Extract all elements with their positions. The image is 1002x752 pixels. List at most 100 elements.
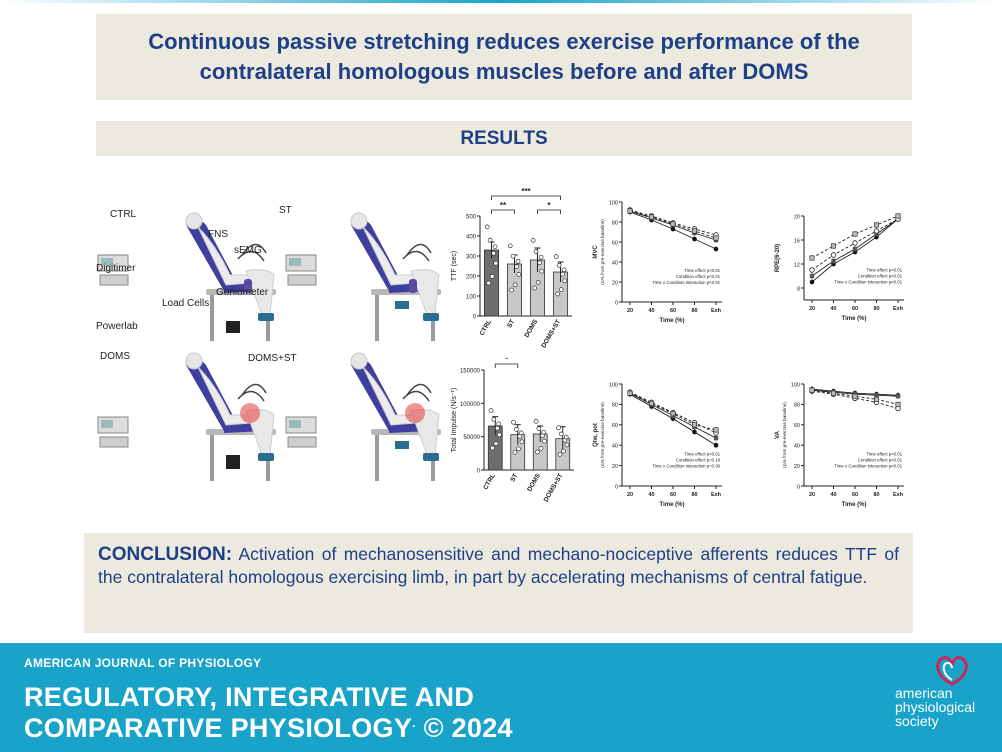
x-tick-label: 80 (691, 308, 697, 314)
label-fns: FNS (208, 229, 228, 240)
y-tick-label: 20 (612, 280, 618, 286)
significance-label: * (547, 201, 551, 210)
x-tick-label: 60 (852, 492, 858, 498)
x-tick-label: 20 (627, 492, 633, 498)
stats-annotation: Condition effect p=0.18 (676, 457, 721, 462)
x-axis-label: Time (%) (660, 502, 685, 508)
y-tick-label: 500 (466, 215, 477, 221)
data-point (670, 221, 676, 227)
stats-annotation: Condition effect p<0.01 (676, 274, 721, 279)
y-tick-label: 300 (466, 255, 477, 261)
data-point (537, 260, 542, 266)
setup-illustration: CTRL ST DOMS DOMS+ST FNS sEMG Digitimer … (96, 205, 442, 482)
top-accent-line (0, 0, 1002, 3)
x-tick-label: Exh (711, 308, 722, 314)
x-tick-label: 60 (670, 308, 676, 314)
stats-annotation: Time effect p<0.01 (685, 268, 721, 273)
society-logo-icon (936, 656, 968, 686)
x-tick-label: DOMS+ST (540, 318, 562, 349)
data-point (557, 451, 563, 457)
data-point (561, 267, 567, 273)
y-tick-label: 100 (609, 382, 618, 388)
data-point (530, 238, 536, 243)
data-point (510, 253, 516, 259)
data-point (830, 252, 837, 258)
y-tick-label: 20 (794, 464, 800, 470)
stats-annotation: Time effect p<0.01 (685, 451, 721, 456)
x-tick-label: 20 (809, 492, 815, 498)
y-axis-label: RPE(6-20) (775, 244, 781, 272)
stats-annotation: Condition effect p<0.01 (858, 273, 903, 278)
panel-doms-figure (185, 352, 277, 482)
journal-footer: AMERICAN JOURNAL OF PHYSIOLOGY REGULATOR… (0, 643, 1002, 752)
data-point (648, 400, 654, 406)
data-point (516, 272, 522, 277)
va-line-chart: 0 20 40 60 80 100 20 40 60 80 Exh Time (%) VA (Δ% fro… (775, 382, 904, 508)
data-point (713, 427, 719, 433)
data-point (511, 419, 516, 425)
data-point (518, 430, 524, 436)
ttf-bar-chart: 0 100 200 300 400 500 TTF (sec) CTRL ST DOMS DOMS+… (451, 187, 572, 349)
panel-label-st: ST (279, 205, 292, 216)
significance-label: *** (521, 187, 531, 196)
data-point (873, 228, 880, 234)
label-digitimer: Digitimer (96, 263, 136, 274)
data-point (692, 228, 698, 234)
journal-title-line1: REGULATORY, INTEGRATIVE AND (24, 682, 475, 712)
x-tick-label: 40 (648, 492, 654, 498)
y-tick-label: 40 (794, 444, 800, 450)
journal-title-line2-text: COMPARATIVE PHYSIOLOGY (24, 713, 413, 743)
y-tick-label: 0 (473, 315, 477, 321)
data-point (713, 246, 719, 252)
journal-title-line2: COMPARATIVE PHYSIOLOGY. © 2024 (24, 713, 513, 743)
x-axis-label: Time (%) (660, 318, 685, 324)
instrument-stack-st (285, 254, 317, 286)
x-tick-label: 80 (691, 492, 697, 498)
x-tick-label: DOMS (526, 472, 542, 493)
data-point (627, 208, 633, 214)
data-point (713, 435, 719, 441)
rpe-line-chart: 8 12 16 20 20 40 60 80 Exh Time (%) RPE(6-20) Time … (775, 213, 904, 322)
data-point (852, 231, 858, 237)
data-point (831, 258, 836, 264)
stats-annotation: Time x Condition interaction p<0.01 (834, 463, 902, 468)
x-tick-label: 20 (809, 306, 815, 312)
data-point (874, 393, 879, 398)
data-point (830, 390, 836, 396)
y-tick-label: 40 (612, 260, 618, 266)
society-name: american physiological society (895, 686, 995, 728)
data-point (515, 259, 521, 264)
x-tick-label: 80 (873, 492, 879, 498)
data-point (670, 411, 676, 417)
y-tick-label: 80 (612, 220, 618, 226)
x-tick-label: Exh (893, 306, 904, 312)
x-tick-label: CTRL (478, 318, 493, 337)
data-point (555, 291, 560, 297)
x-tick-label: 40 (648, 308, 654, 314)
y-axis-sublabel: (Δ% from pre-exercise baseline) (782, 402, 787, 468)
x-tick-label: Exh (893, 492, 904, 498)
y-tick-label: 8 (797, 286, 800, 292)
y-tick-label: 100000 (460, 402, 481, 408)
y-tick-label: 20 (612, 464, 618, 470)
data-point (493, 441, 499, 446)
panel-label-ctrl: CTRL (110, 209, 137, 220)
y-axis-label: VA (775, 430, 781, 439)
data-point (830, 243, 836, 249)
x-tick-label: DOMS (523, 318, 539, 339)
data-point (507, 243, 513, 249)
data-point (809, 273, 815, 279)
y-tick-label: 400 (466, 235, 477, 241)
data-point (487, 237, 493, 243)
x-tick-label: 80 (873, 306, 879, 312)
data-point (514, 264, 519, 269)
data-point (648, 214, 654, 220)
panel-st-figure (350, 212, 442, 342)
impulse-bar-chart: 0 50000 100000 150000 Total Impulse (N/s⁻¹) C… (451, 358, 574, 503)
qtw-line-chart: 0 20 40 60 80 100 20 40 60 80 Exh Time (%) Qtw, pot(… (593, 382, 722, 508)
title-banner: Continuous passive stretching reduces ex… (96, 14, 912, 100)
y-tick-label: 16 (794, 238, 800, 244)
label-powerlab: Powerlab (96, 321, 138, 332)
data-point (809, 267, 815, 273)
data-point (497, 432, 502, 438)
